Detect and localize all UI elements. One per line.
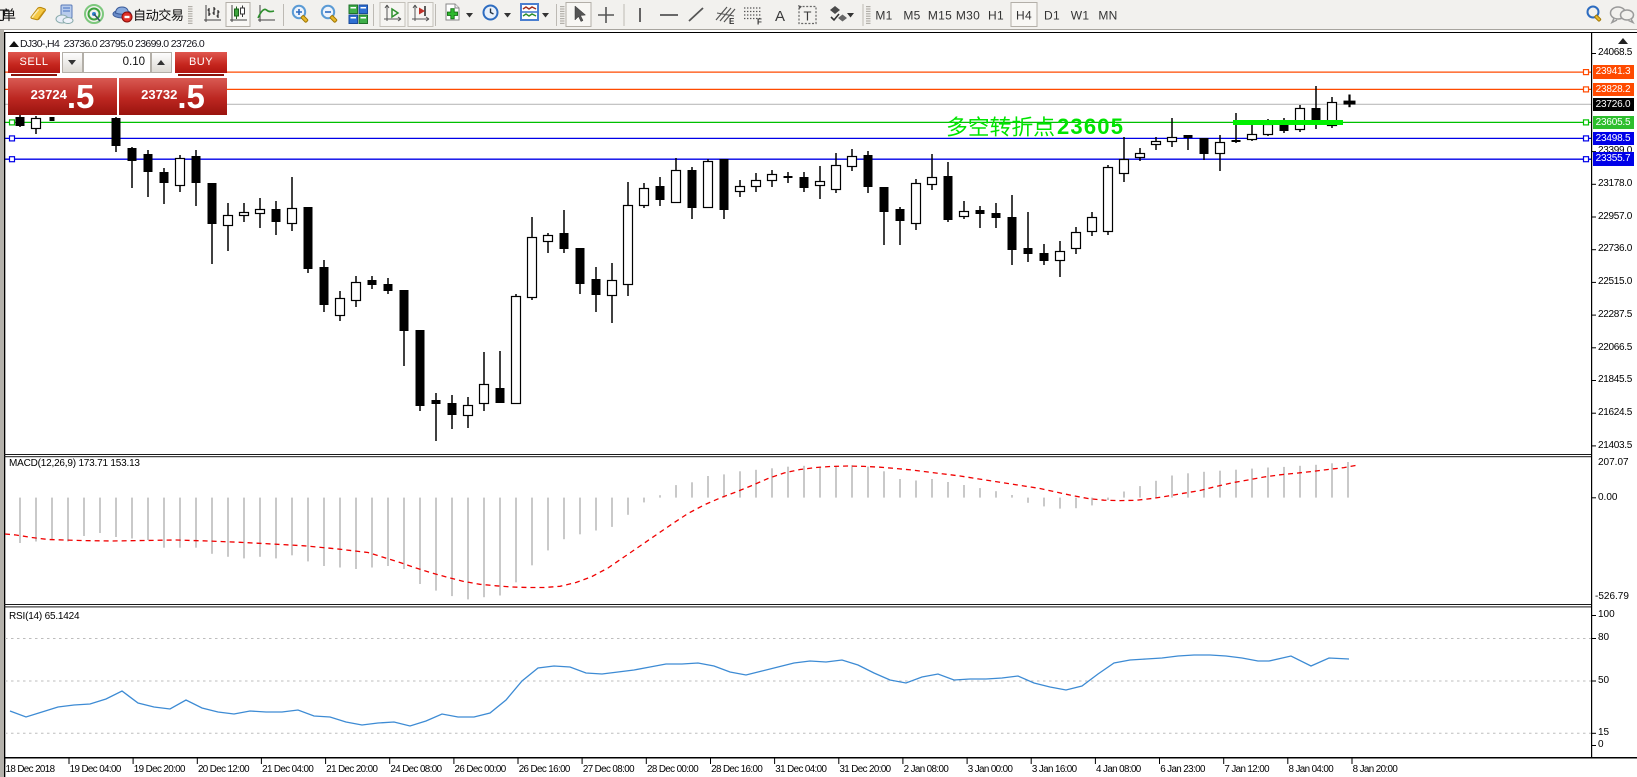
svg-text:E: E [729,17,735,26]
svg-text:A: A [775,8,785,25]
svg-text:F: F [757,18,762,27]
svg-text:M5: M5 [903,9,920,23]
svg-text:W1: W1 [1071,9,1090,23]
svg-text:M1: M1 [875,9,892,23]
svg-text:D1: D1 [1044,9,1060,23]
svg-text:23605: 23605 [1057,114,1124,139]
svg-text:M30: M30 [956,9,980,23]
svg-text:MN: MN [1098,9,1117,23]
svg-text:H4: H4 [1016,9,1032,23]
svg-text:T: T [804,9,812,24]
svg-text:M15: M15 [928,9,952,23]
svg-text:H1: H1 [988,9,1004,23]
